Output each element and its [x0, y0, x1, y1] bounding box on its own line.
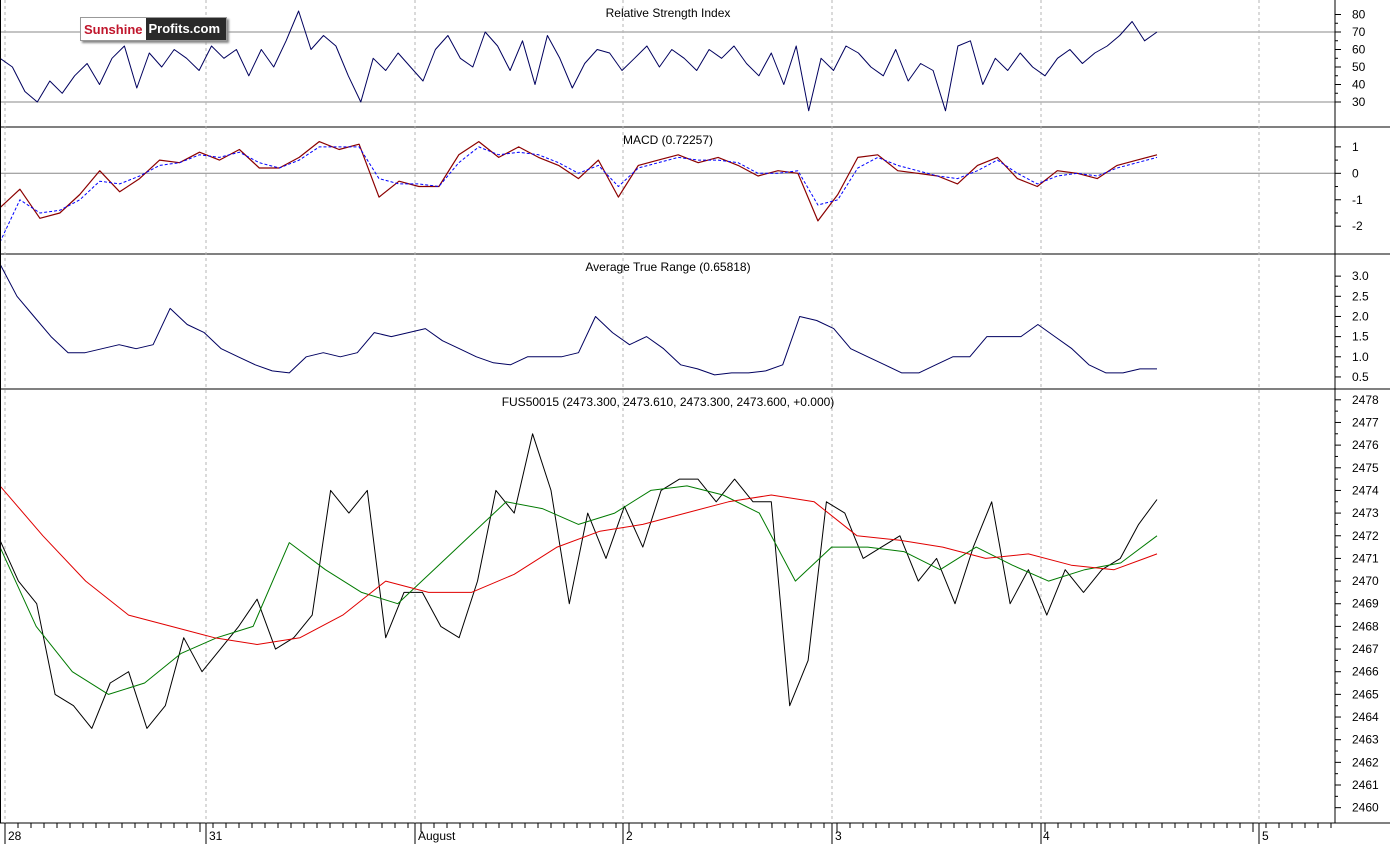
price-ytick-label: 2465: [1352, 687, 1379, 701]
price-ytick-label: 2471: [1352, 551, 1379, 565]
price-ytick-label: 2461: [1352, 778, 1379, 792]
rsi-ytick-label: 50: [1352, 60, 1366, 74]
macd-ytick-label: -2: [1352, 219, 1363, 233]
x-label-2: 2: [626, 829, 633, 843]
price-ytick-label: 2464: [1352, 710, 1379, 724]
x-label-4: 4: [1043, 829, 1050, 843]
price-ytick-label: 2466: [1352, 665, 1379, 679]
price-series-2: [0, 485, 1158, 645]
sunshine-profits-logo[interactable]: Sunshine Profits.com: [80, 17, 228, 41]
price-ytick-label: 2475: [1352, 461, 1379, 475]
macd-ytick-label: -1: [1352, 193, 1363, 207]
price-series-1: [0, 485, 1158, 695]
price-ytick-label: 2478: [1352, 393, 1379, 407]
atr-series-0: [0, 263, 1157, 376]
atr-ytick-label: 1.0: [1352, 350, 1369, 364]
rsi-ytick-label: 40: [1352, 78, 1366, 92]
rsi-ytick-label: 60: [1352, 43, 1366, 57]
rsi-title: Relative Strength Index: [606, 6, 731, 20]
rsi-ytick-label: 80: [1352, 8, 1366, 22]
atr-ytick-label: 3.0: [1352, 269, 1369, 283]
macd-ytick-label: 1: [1352, 140, 1359, 154]
rsi-series-0: [0, 10, 1158, 112]
price-ytick-label: 2462: [1352, 755, 1379, 769]
macd-series-0: [0, 141, 1158, 222]
price-title: FUS50015 (2473.300, 2473.610, 2473.300, …: [502, 395, 835, 409]
rsi-ytick-label: 70: [1352, 25, 1366, 39]
x-label-3: 3: [835, 829, 842, 843]
price-ytick-label: 2476: [1352, 438, 1379, 452]
vertical-gridlines: [4, 0, 1260, 823]
macd-title: MACD (0.72257): [623, 133, 713, 147]
atr-ytick-label: 2.5: [1352, 289, 1369, 303]
atr-title: Average True Range (0.65818): [585, 260, 750, 274]
macd-ytick-label: 0: [1352, 166, 1359, 180]
price-ytick-label: 2467: [1352, 642, 1379, 656]
price-series-0: [0, 433, 1158, 729]
price-ytick-label: 2469: [1352, 597, 1379, 611]
price-ytick-label: 2460: [1352, 801, 1379, 815]
price-ytick-label: 2473: [1352, 506, 1379, 520]
price-ytick-label: 2463: [1352, 733, 1379, 747]
macd-series-1: [0, 146, 1158, 243]
atr-ytick-label: 0.5: [1352, 370, 1369, 384]
x-axis: [4, 823, 1332, 844]
atr-ytick-label: 2.0: [1352, 309, 1369, 323]
x-label-5: 5: [1262, 829, 1269, 843]
price-ytick-label: 2468: [1352, 619, 1379, 633]
price-ytick-label: 2477: [1352, 415, 1379, 429]
rsi-ytick-label: 30: [1352, 95, 1366, 109]
panels: [0, 31, 1390, 824]
x-label-august: August: [418, 829, 456, 843]
price-ytick-label: 2470: [1352, 574, 1379, 588]
logo-part-2: Profits.com: [145, 18, 227, 40]
logo-part-1: Sunshine: [81, 21, 146, 37]
axis-layer: 30 40 50 60 70 80 1 0 -1 -2 3.0 2.5 2.0 1.5 1.0 0.5 2478…: [0, 0, 1379, 823]
price-ytick-label: 2474: [1352, 483, 1379, 497]
atr-ytick-label: 1.5: [1352, 330, 1369, 344]
x-label-31: 31: [209, 829, 223, 843]
x-label-28: 28: [8, 829, 22, 843]
series-layer: [0, 10, 1158, 729]
price-ytick-label: 2472: [1352, 529, 1379, 543]
